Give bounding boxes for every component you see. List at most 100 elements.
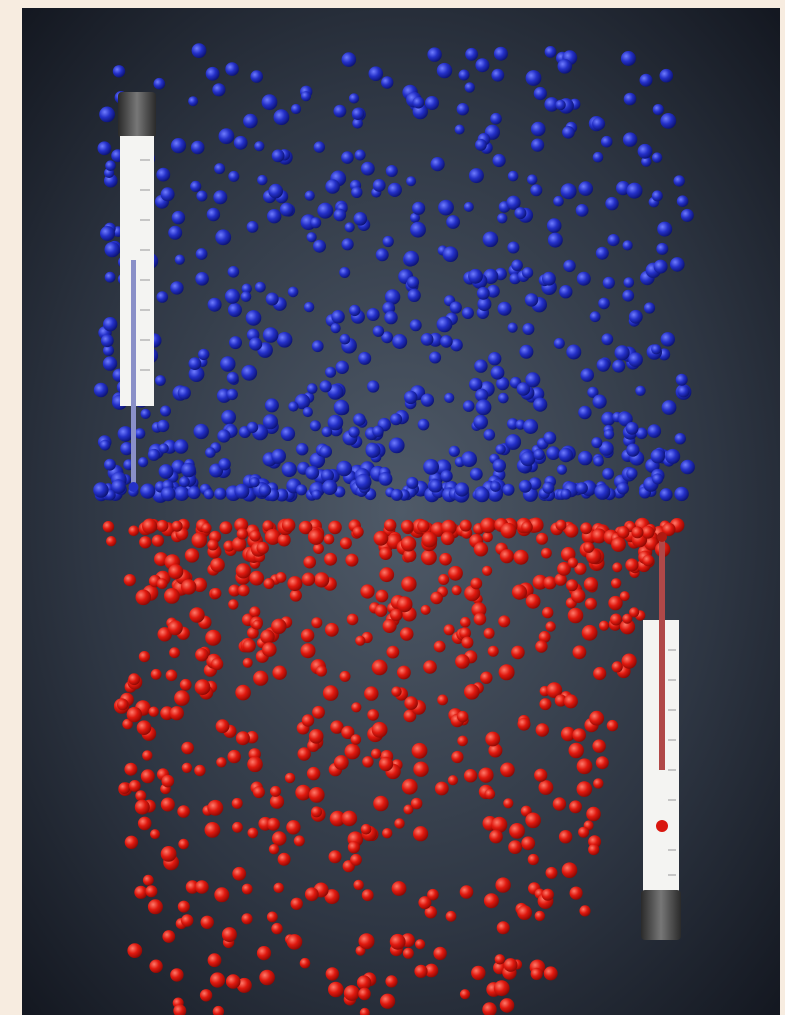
red-particle	[401, 520, 414, 533]
blue-particle	[194, 424, 209, 439]
blue-particle	[648, 424, 662, 438]
blue-particle	[674, 487, 688, 501]
red-particle	[460, 617, 471, 628]
red-particle	[228, 599, 238, 609]
blue-particle	[596, 247, 609, 260]
blue-particle	[383, 236, 394, 247]
red-particle	[539, 698, 551, 710]
blue-particle	[425, 96, 439, 110]
red-particle	[542, 889, 554, 901]
blue-particle	[250, 70, 263, 83]
red-particle	[358, 988, 371, 1001]
red-particle	[400, 627, 414, 641]
blue-particle	[638, 144, 653, 159]
blue-particle	[178, 386, 191, 399]
blue-particle	[519, 345, 533, 359]
blue-particle	[228, 266, 240, 278]
red-particle	[531, 968, 543, 980]
blue-particle	[372, 426, 383, 437]
blue-particle	[367, 308, 380, 321]
red-particle	[485, 789, 496, 800]
blue-particle	[653, 104, 664, 115]
red-particle	[157, 578, 168, 589]
blue-particle	[470, 468, 483, 481]
red-particle	[264, 578, 275, 589]
red-particle	[501, 523, 517, 539]
red-particle	[345, 744, 361, 760]
blue-particle	[274, 109, 290, 125]
red-particle	[314, 572, 329, 587]
blue-particle	[591, 437, 602, 448]
red-particle	[460, 989, 470, 999]
blue-particle	[484, 429, 496, 441]
blue-particle	[241, 365, 257, 381]
red-particle	[164, 588, 180, 604]
red-particle	[270, 795, 284, 809]
blue-particle	[602, 468, 614, 480]
blue-particle	[277, 332, 293, 348]
red-particle	[351, 702, 361, 712]
red-particle	[361, 824, 372, 835]
red-particle	[168, 620, 183, 635]
red-particle	[541, 548, 552, 559]
blue-particle	[266, 293, 279, 306]
blue-particle	[305, 466, 319, 480]
blue-particle	[495, 444, 505, 454]
red-particle	[235, 685, 251, 701]
blue-particle	[449, 446, 460, 457]
blue-particle	[406, 176, 416, 186]
red-particle	[189, 607, 204, 622]
blue-particle	[140, 484, 155, 499]
blue-particle	[154, 78, 166, 90]
blue-particle	[623, 240, 633, 250]
blue-particle	[427, 47, 441, 61]
blue-particle	[665, 449, 680, 464]
red-particle	[298, 747, 311, 760]
blue-particle	[234, 136, 248, 150]
blue-particle	[498, 393, 509, 404]
blue-particle	[212, 83, 225, 96]
blue-particle	[156, 168, 170, 182]
red-particle	[238, 585, 250, 597]
red-particle	[249, 606, 260, 617]
red-particle	[421, 549, 437, 565]
blue-particle	[469, 168, 484, 183]
red-particle	[589, 711, 604, 726]
blue-particle	[652, 152, 662, 162]
blue-particle	[624, 93, 637, 106]
blue-particle	[520, 451, 535, 466]
red-particle	[328, 982, 344, 998]
blue-particle	[463, 400, 475, 412]
blue-particle	[438, 200, 454, 216]
red-particle	[282, 519, 296, 533]
red-particle	[350, 854, 362, 866]
blue-particle	[525, 372, 540, 387]
blue-particle	[505, 434, 521, 450]
red-particle	[253, 786, 265, 798]
blue-particle	[105, 160, 116, 171]
blue-particle	[615, 345, 630, 360]
blue-particle	[566, 345, 581, 360]
red-particle	[588, 844, 599, 855]
blue-particle	[349, 305, 360, 316]
blue-particle	[181, 463, 196, 478]
red-particle	[329, 850, 342, 863]
red-particle	[169, 647, 180, 658]
blue-particle	[356, 474, 372, 490]
red-particle	[417, 520, 429, 532]
red-particle	[382, 828, 392, 838]
blue-particle	[621, 51, 636, 66]
blue-particle	[497, 213, 507, 223]
red-particle	[355, 636, 365, 646]
blue-particle	[494, 47, 508, 61]
blue-particle	[317, 203, 333, 219]
red-particle	[177, 805, 190, 818]
red-particle	[252, 620, 262, 630]
blue-particle	[514, 207, 526, 219]
red-particle	[316, 665, 327, 676]
blue-particle	[367, 380, 379, 392]
blue-particle	[325, 179, 340, 194]
red-particle	[243, 658, 253, 668]
blue-particle	[339, 267, 350, 278]
red-particle	[301, 629, 314, 642]
